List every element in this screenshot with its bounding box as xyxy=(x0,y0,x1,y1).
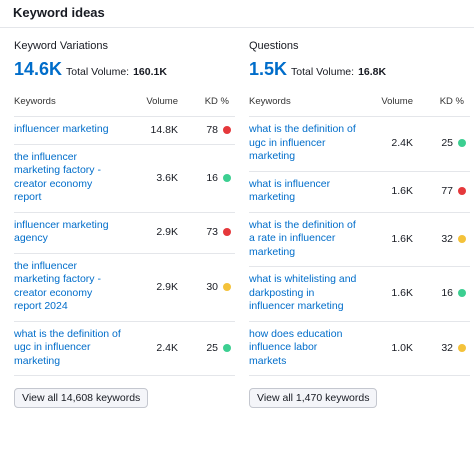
volume: 2.4K xyxy=(156,341,178,354)
kd-dot xyxy=(458,139,466,148)
kd-value: 78 xyxy=(206,123,218,136)
keyword-link[interactable]: what is whitelisting and darkposting in … xyxy=(249,273,357,312)
keyword-row: how does education influence labor marke… xyxy=(249,322,470,376)
total-volume: 16.8K xyxy=(358,66,387,78)
column-header: KD % xyxy=(204,96,229,107)
kd-cell: 30 xyxy=(178,281,235,293)
keyword-row: the influencer marketing factory - creat… xyxy=(14,145,235,213)
column-headers: Keywords Volume KD % xyxy=(14,96,235,117)
kd-dot xyxy=(223,125,231,134)
kd-value: 77 xyxy=(441,185,453,197)
kd-value: 25 xyxy=(206,341,218,354)
kd-cell: 16 xyxy=(413,287,470,299)
header: Keyword ideas xyxy=(0,0,474,28)
keyword-link[interactable]: what is the definition of a rate in infl… xyxy=(249,218,356,258)
kd-cell: 73 xyxy=(178,226,235,238)
keyword-row: what is influencer marketing 1.6K 77 xyxy=(249,172,470,213)
view-all-button[interactable]: View all 1,470 keywords xyxy=(249,388,378,408)
keyword-row: what is the definition of ugc in influen… xyxy=(14,322,235,376)
column-header: Volume xyxy=(381,96,413,107)
column-header: KD % xyxy=(439,96,464,107)
kd-cell: 78 xyxy=(178,124,235,136)
keyword-row: influencer marketing 14.8K 78 xyxy=(14,117,235,145)
keyword-count: 1.5K xyxy=(249,59,288,79)
kd-value: 73 xyxy=(206,226,218,238)
volume: 1.6K xyxy=(391,232,413,245)
kd-cell: 77 xyxy=(413,185,470,197)
kd-cell: 32 xyxy=(413,342,470,354)
volume: 1.0K xyxy=(391,341,413,354)
kd-value: 30 xyxy=(206,280,218,293)
keyword-row: what is the definition of ugc in influen… xyxy=(249,117,470,172)
volume: 1.6K xyxy=(391,287,413,300)
kd-cell: 16 xyxy=(178,172,235,184)
keyword-link[interactable]: the influencer marketing factory - creat… xyxy=(14,259,101,313)
kd-cell: 25 xyxy=(178,342,235,354)
keyword-row: the influencer marketing factory - creat… xyxy=(14,254,235,322)
header-title: Keyword ideas xyxy=(13,5,105,20)
kd-value: 25 xyxy=(441,137,453,150)
column-header: Volume xyxy=(146,96,178,107)
keyword-link[interactable]: the influencer marketing factory - creat… xyxy=(14,150,101,204)
kd-dot xyxy=(223,228,231,236)
volume: 14.8K xyxy=(150,123,178,136)
panel-title: Questions xyxy=(249,40,299,52)
column-header: Keywords xyxy=(249,96,291,107)
panel-title: Keyword Variations xyxy=(14,40,108,52)
kd-dot xyxy=(223,343,231,352)
volume-label: Total Volume: xyxy=(66,66,130,78)
kd-dot xyxy=(458,343,466,352)
keyword-count: 14.6K xyxy=(14,59,63,79)
kd-dot xyxy=(458,234,466,243)
summary: 14.6K Total Volume: 160.1K xyxy=(14,59,235,80)
keyword-link[interactable]: how does education influence labor marke… xyxy=(249,327,343,367)
keyword-link[interactable]: what is the definition of ugc in influen… xyxy=(249,123,356,162)
kd-dot xyxy=(223,282,231,291)
kd-value: 32 xyxy=(441,341,453,354)
kd-dot xyxy=(223,173,231,182)
keyword-link[interactable]: influencer marketing agency xyxy=(14,218,109,245)
keyword-link[interactable]: what is the definition of ugc in influen… xyxy=(14,327,121,367)
volume: 2.4K xyxy=(391,137,413,150)
volume-label: Total Volume: xyxy=(291,66,355,78)
kd-value: 32 xyxy=(441,232,453,245)
keyword-row: what is the definition of a rate in infl… xyxy=(249,213,470,267)
kd-dot xyxy=(458,187,466,195)
panel: Questions 1.5K Total Volume: 16.8K Keywords V… xyxy=(249,40,470,408)
keyword-row: what is whitelisting and darkposting in … xyxy=(249,267,470,322)
keyword-row: influencer marketing agency 2.9K 73 xyxy=(14,213,235,254)
column-headers: Keywords Volume KD % xyxy=(249,96,470,117)
keyword-link[interactable]: influencer marketing xyxy=(14,123,109,135)
kd-dot xyxy=(458,289,466,298)
panel: Keyword Variations 14.6K Total Volume: 160.… xyxy=(14,40,235,408)
volume: 1.6K xyxy=(391,185,413,197)
volume: 3.6K xyxy=(156,171,178,184)
total-volume: 160.1K xyxy=(133,66,167,78)
kd-cell: 25 xyxy=(413,137,470,149)
kd-cell: 32 xyxy=(413,233,470,245)
summary: 1.5K Total Volume: 16.8K xyxy=(249,59,470,80)
keyword-link[interactable]: what is influencer marketing xyxy=(249,177,331,204)
kd-value: 16 xyxy=(441,287,453,300)
view-all-button[interactable]: View all 14,608 keywords xyxy=(14,388,149,408)
volume: 2.9K xyxy=(156,226,178,238)
kd-value: 16 xyxy=(206,171,218,184)
column-header: Keywords xyxy=(14,96,56,107)
volume: 2.9K xyxy=(156,280,178,293)
